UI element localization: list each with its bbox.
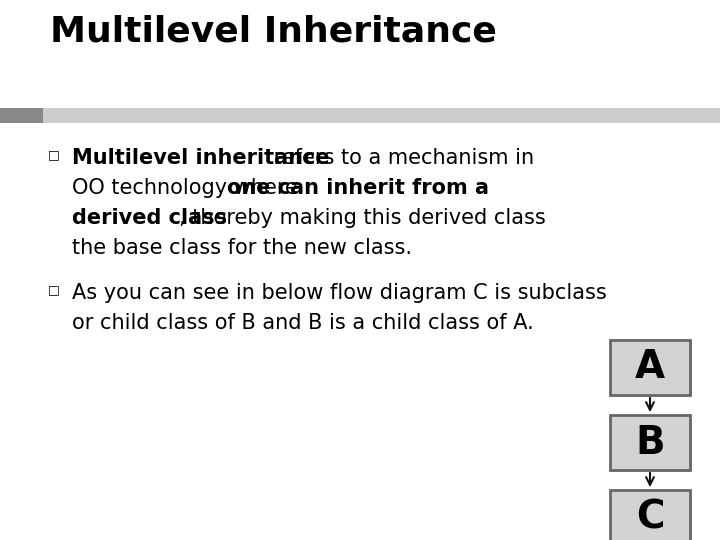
Text: C: C [636, 498, 665, 537]
Text: Multilevel Inheritance: Multilevel Inheritance [50, 15, 497, 49]
Text: B: B [635, 423, 665, 462]
Text: OO technology where: OO technology where [72, 178, 305, 198]
Text: Multilevel inheritance: Multilevel inheritance [72, 148, 330, 168]
Text: □: □ [48, 283, 60, 296]
Text: the base class for the new class.: the base class for the new class. [72, 238, 412, 258]
Text: □: □ [48, 148, 60, 161]
Bar [610, 490, 690, 540]
Text: or child class of B and B is a child class of A.: or child class of B and B is a child cla… [72, 313, 534, 333]
Text: refers to a mechanism in: refers to a mechanism in [267, 148, 534, 168]
Bar [610, 340, 690, 395]
Text: As you can see in below flow diagram C is subclass: As you can see in below flow diagram C i… [72, 283, 607, 303]
Bar [43, 108, 720, 123]
Text: , thereby making this derived class: , thereby making this derived class [179, 208, 546, 228]
Bar [610, 415, 690, 470]
Bar [0, 108, 43, 123]
Text: derived class: derived class [72, 208, 227, 228]
Text: one can inherit from a: one can inherit from a [227, 178, 489, 198]
Text: A: A [635, 348, 665, 387]
